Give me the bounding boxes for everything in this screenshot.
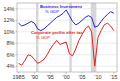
x-tick-label: '15 xyxy=(110,74,117,80)
x-tick-label: '90 xyxy=(31,74,38,80)
recession-band xyxy=(69,3,71,72)
y-tick xyxy=(16,54,18,55)
y-tick xyxy=(16,31,18,32)
y-tick xyxy=(16,66,18,67)
y-tick xyxy=(16,43,18,44)
y-tick-label: 10% xyxy=(3,29,14,35)
x-tick-label: '05 xyxy=(78,74,85,80)
x-tick-label: '10 xyxy=(94,74,101,80)
series-line xyxy=(19,10,114,31)
y-tick-label: 12% xyxy=(3,17,14,23)
y-tick-label: 14% xyxy=(3,6,14,12)
annotation: % GDP xyxy=(36,35,50,40)
y-tick-label: 8% xyxy=(7,40,15,46)
x-tick-label: '00 xyxy=(63,74,70,80)
x-tick-label: '95 xyxy=(47,74,54,80)
plot-area xyxy=(19,3,114,72)
x-tick-label: 1985 xyxy=(12,74,24,80)
series-line xyxy=(19,23,114,66)
chart: 4%6%8%10%12%14%1985'90'95'00'05'10'15Bus… xyxy=(0,0,120,81)
plot-frame xyxy=(17,3,117,72)
annotation: % GDP xyxy=(45,9,59,14)
y-tick-label: 4% xyxy=(7,63,15,69)
y-tick xyxy=(16,8,18,9)
y-tick xyxy=(16,20,18,21)
y-tick-label: 6% xyxy=(7,52,15,58)
grid-line xyxy=(17,54,117,55)
grid-line xyxy=(17,66,117,67)
